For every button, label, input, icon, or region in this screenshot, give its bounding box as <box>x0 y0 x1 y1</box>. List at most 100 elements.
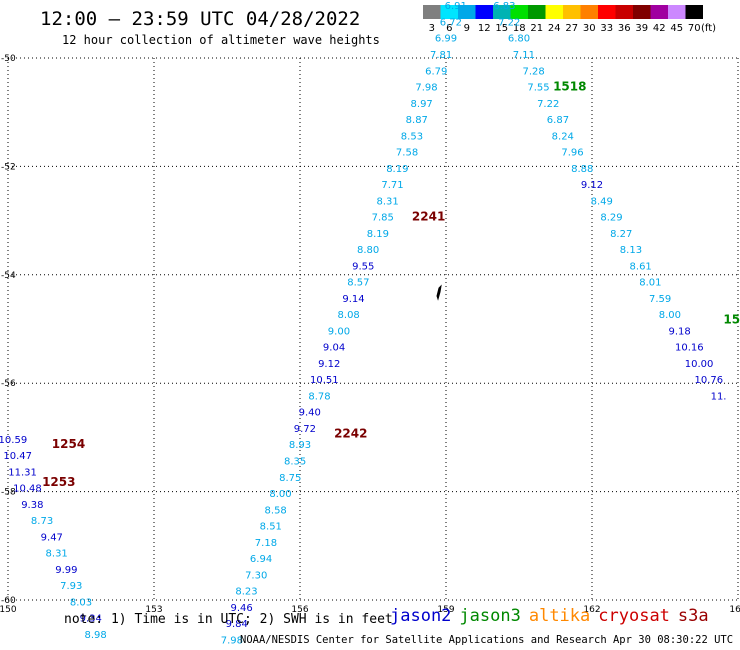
legend-swatch-6 <box>440 5 458 19</box>
wave-height-label: 8.27 <box>610 229 632 240</box>
land-mass <box>436 284 442 301</box>
wave-height-label: 10.47 <box>3 451 32 462</box>
y-tick-label: -52 <box>1 162 16 172</box>
legend-label-70: 70 <box>688 23 701 34</box>
x-tick-label: 150 <box>0 605 17 615</box>
y-tick-label: -50 <box>1 54 16 64</box>
legend-label-15: 15 <box>495 23 508 34</box>
wave-height-label: 8.24 <box>552 131 574 142</box>
wave-height-label: 7.30 <box>245 570 267 581</box>
wave-height-label: 7.81 <box>430 50 452 61</box>
legend-label-21: 21 <box>530 23 543 34</box>
wave-height-label: 9.46 <box>230 603 252 614</box>
wave-height-label: 9.38 <box>21 500 43 511</box>
y-tick-label: -54 <box>1 271 16 281</box>
wave-height-label: 9.72 <box>294 424 316 435</box>
wave-height-label: 8.03 <box>70 597 92 608</box>
map-grid <box>7 57 739 601</box>
pass-time-label: 151 <box>723 313 740 327</box>
wave-height-label: 6.94 <box>250 554 272 565</box>
y-tick-label: -56 <box>1 379 16 389</box>
legend-swatch-36 <box>615 5 633 19</box>
wave-height-label: 8.23 <box>235 587 257 598</box>
wave-height-label: 7.59 <box>649 294 671 305</box>
satellite-altika: altika <box>528 606 591 626</box>
color-legend: 3 6 9 12 15 18 21 24 27 30 33 36 39 42 45 70 (ft) <box>423 5 716 34</box>
legend-label-24: 24 <box>548 23 561 34</box>
wave-height-label: 10.59 <box>0 435 27 446</box>
y-tick-label: -60 <box>1 596 16 606</box>
wave-height-points: 10.59 10.47 11.31 10.48 9.38 8.73 9.47 8.31 9.99… <box>0 1 727 646</box>
wave-height-label: 7.98 <box>415 83 437 94</box>
wave-height-label: 7.98 <box>221 635 243 646</box>
legend-swatch-9 <box>458 5 476 19</box>
wave-height-label: 6.80 <box>508 34 530 45</box>
wave-height-label: 8.49 <box>591 196 613 207</box>
wave-height-label: 8.29 <box>600 213 622 224</box>
pass-time-label: 1254 <box>52 437 85 451</box>
legend-swatch-42 <box>650 5 668 19</box>
legend-label-3: 3 <box>429 23 435 34</box>
wave-height-label: 8.00 <box>659 310 681 321</box>
x-tick-label: 159 <box>437 605 454 615</box>
wave-height-label: 8.87 <box>406 115 428 126</box>
wave-height-label: 7.22 <box>537 99 559 110</box>
legend-swatch-70 <box>685 5 703 19</box>
pass-time-label: 2242 <box>334 426 367 440</box>
legend-label-6: 6 <box>446 23 452 34</box>
wave-height-label: 10.16 <box>675 343 704 354</box>
legend-swatch-18 <box>510 5 528 19</box>
wave-height-label: 9.18 <box>668 326 690 337</box>
wave-height-label: 7.55 <box>527 83 549 94</box>
map-title: 12:00 — 23:59 UTC 04/28/2022 <box>40 8 361 30</box>
wave-height-label: 10.48 <box>13 484 42 495</box>
wave-height-label: 8.97 <box>411 99 433 110</box>
legend-swatch-3 <box>423 5 441 19</box>
wave-height-label: 7.58 <box>396 148 418 159</box>
wave-height-label: 11. <box>711 391 727 402</box>
wave-height-label: 8.73 <box>31 516 53 527</box>
legend-label-30: 30 <box>583 23 596 34</box>
wave-height-label: 8.80 <box>357 245 379 256</box>
wave-height-label: 8.58 <box>265 505 287 516</box>
legend-label-18: 18 <box>513 23 526 34</box>
wave-height-label: 8.19 <box>386 164 408 175</box>
wave-height-label: 9.12 <box>318 359 340 370</box>
wave-height-label: 9.99 <box>55 565 77 576</box>
time-labels: 1254125322422241224015171518151 <box>42 80 740 490</box>
legend-swatch-45 <box>668 5 686 19</box>
legend-swatch-30 <box>580 5 598 19</box>
legend-label-27: 27 <box>565 23 578 34</box>
wave-height-label: 7.28 <box>522 66 544 77</box>
wave-height-label: 10.76 <box>694 375 723 386</box>
wave-height-label: 7.93 <box>60 581 82 592</box>
wave-height-label: 7.71 <box>381 180 403 191</box>
wave-height-label: 10.51 <box>310 375 339 386</box>
wave-height-label: 8.01 <box>639 278 661 289</box>
wave-height-label: 8.51 <box>260 522 282 533</box>
wave-height-label: 7.85 <box>372 213 394 224</box>
wave-height-label: 9.47 <box>41 532 63 543</box>
satellite-cryosat: cryosat <box>598 606 670 626</box>
legend-swatch-21 <box>528 5 546 19</box>
legend-label-33: 33 <box>600 23 613 34</box>
legend-swatch-12 <box>475 5 493 19</box>
legend-label-39: 39 <box>635 23 648 34</box>
wave-height-label: 8.13 <box>620 245 642 256</box>
wave-height-label: 9.14 <box>342 294 364 305</box>
satellite-jason3: jason3 <box>459 606 521 626</box>
x-tick-label: 153 <box>145 605 162 615</box>
wave-height-label: 6.79 <box>425 66 447 77</box>
wave-height-label: 8.19 <box>367 229 389 240</box>
wave-height-label: 8.31 <box>46 549 68 560</box>
wave-height-label: 9.40 <box>299 408 321 419</box>
satellite-legend: jason2 jason3 altika cryosat s3a <box>390 606 717 626</box>
wave-height-label: 8.61 <box>630 261 652 272</box>
satellite-s3a: s3a <box>677 606 709 626</box>
legend-label-9: 9 <box>464 23 470 34</box>
legend-swatch-33 <box>598 5 616 19</box>
wave-height-label: 9.12 <box>581 180 603 191</box>
x-tick-label: 162 <box>583 605 600 615</box>
legend-swatch-27 <box>563 5 581 19</box>
legend-swatch-15 <box>493 5 511 19</box>
